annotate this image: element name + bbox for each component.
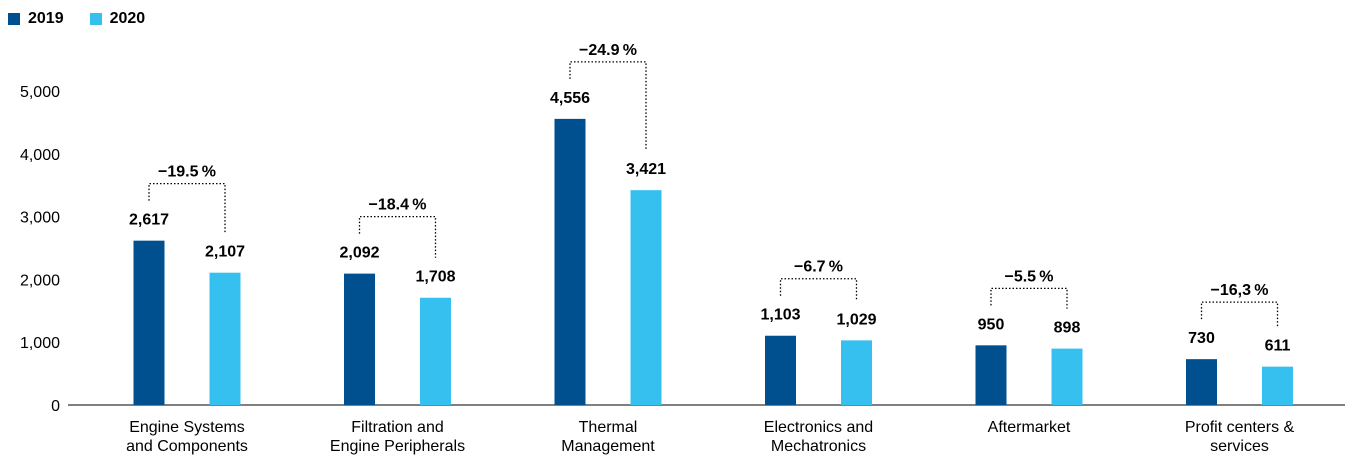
legend-label-2019: 2019 <box>28 10 64 27</box>
change-bracket <box>779 278 858 301</box>
change-bracket <box>990 287 1068 309</box>
change-label: −6.7 % <box>794 259 843 276</box>
value-label-2019: 2,092 <box>339 245 379 262</box>
value-label-2020: 3,421 <box>626 161 666 178</box>
bar-2020 <box>209 272 241 405</box>
category-label: Electronics and <box>764 419 873 436</box>
value-label-2020: 1,029 <box>836 311 876 328</box>
bar-2020 <box>1051 348 1083 405</box>
category-label: Thermal <box>579 419 638 436</box>
legend-item-2020: 2020 <box>89 10 146 28</box>
category-label: Management <box>561 438 655 455</box>
legend: 2019 2020 <box>8 10 171 28</box>
value-label-2019: 1,103 <box>760 307 800 324</box>
bar-2019 <box>344 273 375 405</box>
category-label: Aftermarket <box>988 419 1071 436</box>
y-tick-label: 4,000 <box>20 147 60 164</box>
y-tick-label: 0 <box>51 398 60 415</box>
bar-2020 <box>841 340 872 405</box>
change-label: −18.4 % <box>369 197 427 214</box>
legend-item-2019: 2019 <box>8 10 64 28</box>
bar-2019 <box>133 240 165 405</box>
value-label-2019: 730 <box>1188 330 1215 347</box>
bar-2020 <box>630 190 662 405</box>
value-label-2020: 611 <box>1265 338 1291 355</box>
change-bracket <box>569 61 647 151</box>
change-label: −16,3 % <box>1211 282 1269 299</box>
category-label: Mechatronics <box>771 438 866 455</box>
y-tick-label: 3,000 <box>20 210 60 227</box>
change-label: −5.5 % <box>1004 268 1053 285</box>
change-label: −19.5 % <box>158 164 216 181</box>
category-label: Engine Peripherals <box>330 438 465 455</box>
category-label: and Components <box>126 438 248 455</box>
legend-swatch-2019 <box>8 13 20 25</box>
change-bracket <box>1200 301 1279 327</box>
bar-2019 <box>554 118 586 405</box>
bar-2019 <box>1186 359 1217 405</box>
value-label-2020: 1,708 <box>415 269 455 286</box>
category-label: Filtration and <box>351 419 444 436</box>
value-label-2019: 4,556 <box>550 90 590 107</box>
bar-2020 <box>1262 366 1293 405</box>
bar-2020 <box>420 297 451 405</box>
category-label: services <box>1210 438 1269 455</box>
value-label-2019: 2,617 <box>129 212 169 229</box>
category-label: Engine Systems <box>129 419 245 436</box>
legend-label-2020: 2020 <box>109 10 146 27</box>
category-label: Profit centers & <box>1185 419 1295 436</box>
bar-2019 <box>975 345 1007 405</box>
value-label-2020: 2,107 <box>205 244 245 261</box>
value-label-2019: 950 <box>978 316 1005 333</box>
y-tick-label: 2,000 <box>20 272 60 289</box>
bar-2019 <box>765 335 796 405</box>
value-label-2020: 898 <box>1054 320 1081 337</box>
y-tick-label: 5,000 <box>20 84 60 101</box>
change-label: −24.9 % <box>579 42 637 59</box>
y-tick-label: 1,000 <box>20 335 60 352</box>
legend-swatch-2020 <box>89 13 102 25</box>
